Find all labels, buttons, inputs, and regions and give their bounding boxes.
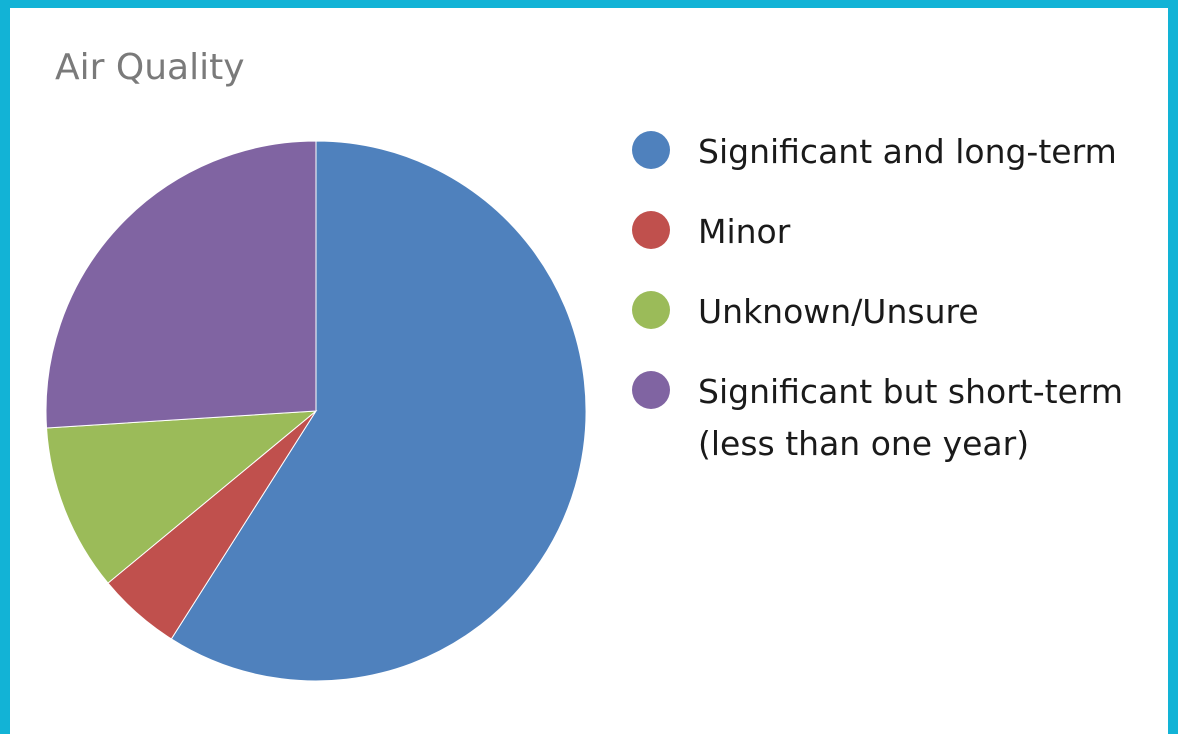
pie-chart — [45, 140, 587, 682]
legend-label: Significant and long-term — [698, 132, 1117, 171]
legend-label: Unknown/Unsure — [698, 292, 979, 331]
chart-legend: Significant and long-term Minor Unknown/… — [632, 126, 1172, 463]
legend-item-unknown-unsure: Unknown/Unsure — [632, 286, 1172, 366]
legend-swatch — [632, 211, 670, 249]
pie-slice-unknown-unsure — [46, 410, 318, 584]
chart-title: Air Quality — [55, 47, 245, 88]
legend-item-significant-long-term: Significant and long-term — [632, 126, 1172, 206]
legend-label: Minor — [698, 212, 791, 251]
legend-swatch — [632, 371, 670, 409]
legend-item-minor: Minor — [632, 206, 1172, 286]
pie-slice-significant-short-term — [45, 140, 317, 429]
legend-label: Significant but short-term (less than on… — [698, 372, 1124, 463]
legend-item-significant-short-term: Significant but short-term (less than on… — [632, 366, 1172, 463]
legend-swatch — [632, 291, 670, 329]
legend-swatch — [632, 131, 670, 169]
pie-slice-significant-long-term — [170, 140, 587, 682]
